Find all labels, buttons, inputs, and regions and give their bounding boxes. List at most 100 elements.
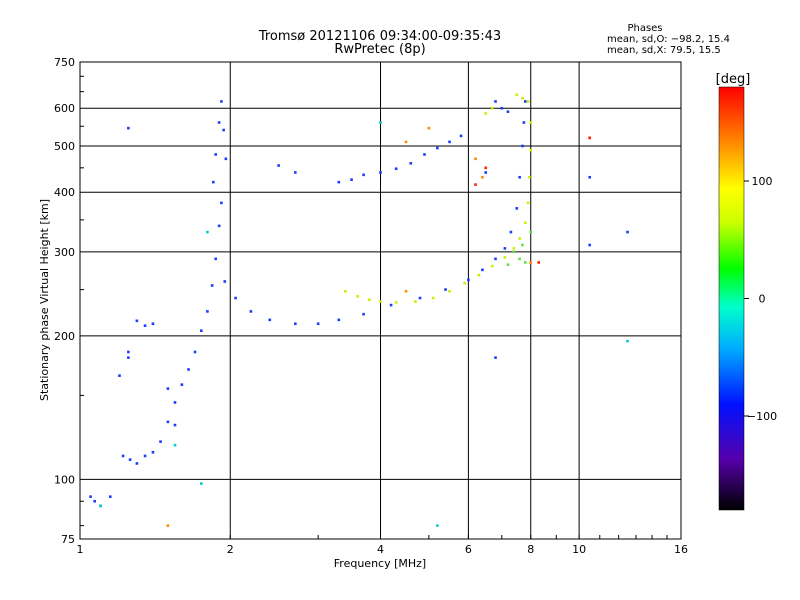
- data-point: [166, 420, 170, 424]
- data-point: [343, 289, 347, 293]
- data-point: [173, 423, 177, 427]
- data-point: [362, 173, 365, 177]
- data-point: [459, 134, 463, 138]
- data-point: [121, 454, 125, 458]
- data-point: [484, 166, 488, 170]
- data-point: [214, 153, 217, 156]
- phases-line-x: mean, sd,X: 79.5, 15.5: [607, 45, 721, 56]
- data-point: [217, 121, 221, 124]
- data-point: [521, 243, 524, 247]
- data-point: [217, 224, 221, 228]
- data-point: [362, 312, 365, 316]
- data-point: [523, 221, 527, 225]
- data-point: [210, 284, 214, 287]
- data-point: [588, 243, 591, 247]
- data-point: [180, 383, 184, 386]
- phases-title: Phases: [627, 23, 662, 34]
- data-point: [222, 128, 225, 132]
- data-points: [89, 93, 629, 527]
- data-point: [200, 329, 203, 332]
- data-point: [500, 106, 504, 110]
- data-point: [127, 356, 130, 359]
- y-tick-label: 75: [61, 533, 75, 546]
- data-point: [356, 295, 359, 298]
- data-point: [379, 300, 382, 303]
- data-point: [277, 164, 280, 167]
- colorbar: [718, 86, 745, 511]
- y-tick-label: 500: [54, 140, 75, 153]
- phases-line-o: mean, sd,O: −98.2, 15.4: [607, 34, 730, 45]
- data-point: [350, 178, 353, 181]
- data-point: [474, 157, 477, 161]
- data-point: [187, 368, 190, 371]
- data-point: [151, 450, 155, 454]
- data-point: [404, 289, 408, 293]
- x-tick-label: 16: [674, 543, 688, 556]
- data-point: [337, 318, 341, 322]
- y-tick-label: 100: [54, 473, 75, 486]
- data-point: [491, 264, 494, 268]
- data-point: [128, 458, 132, 461]
- data-point: [484, 112, 488, 115]
- data-point: [512, 247, 516, 250]
- data-point: [368, 298, 371, 302]
- data-point: [173, 401, 177, 404]
- data-point: [537, 261, 541, 264]
- data-point: [99, 504, 102, 508]
- data-point: [223, 280, 227, 283]
- data-point: [518, 237, 521, 240]
- data-point: [206, 310, 209, 313]
- data-point: [491, 106, 494, 110]
- data-point: [503, 256, 507, 259]
- data-point: [436, 146, 439, 150]
- y-tick-label: 300: [54, 246, 75, 259]
- data-point: [588, 175, 591, 179]
- data-point: [515, 207, 519, 210]
- data-point: [481, 268, 484, 272]
- data-point: [463, 281, 467, 285]
- data-point: [143, 454, 147, 458]
- data-point: [474, 183, 477, 186]
- data-point: [118, 374, 121, 377]
- grid: [80, 62, 681, 539]
- data-point: [249, 310, 253, 313]
- data-point: [521, 96, 524, 100]
- data-point: [528, 175, 531, 179]
- y-tick-label: 400: [54, 186, 75, 199]
- data-point: [626, 230, 629, 234]
- data-point: [93, 499, 96, 503]
- y-tick-label: 750: [54, 56, 75, 69]
- data-point: [481, 175, 484, 179]
- data-point: [200, 482, 203, 485]
- data-point: [518, 175, 521, 179]
- x-tick-label: 8: [527, 543, 534, 556]
- data-point: [477, 273, 481, 277]
- data-point: [173, 443, 177, 447]
- data-point: [135, 319, 139, 323]
- data-point: [522, 121, 526, 124]
- colorbar-tick-label: −100: [747, 410, 777, 423]
- data-point: [503, 247, 507, 250]
- data-point: [404, 140, 408, 144]
- data-point: [526, 100, 530, 103]
- data-point: [127, 350, 130, 354]
- y-axis-label: Stationary phase Virtual Height [km]: [38, 199, 51, 401]
- data-point: [529, 148, 533, 152]
- x-axis-ticks: 1 2 4 6 8 10 16: [77, 535, 688, 556]
- data-point: [523, 100, 527, 103]
- data-point: [521, 144, 524, 148]
- data-point: [518, 257, 521, 261]
- data-point: [212, 180, 215, 184]
- data-point: [316, 322, 320, 326]
- data-point: [224, 157, 228, 161]
- data-point: [494, 257, 497, 261]
- data-point: [234, 296, 237, 300]
- data-point: [484, 171, 488, 174]
- data-point: [529, 121, 533, 124]
- data-point: [494, 356, 497, 359]
- data-point: [127, 126, 130, 130]
- data-point: [394, 301, 398, 304]
- data-point: [206, 230, 209, 234]
- y-axis-ticks: 75 100 200 300 400 500 600 750: [54, 56, 84, 546]
